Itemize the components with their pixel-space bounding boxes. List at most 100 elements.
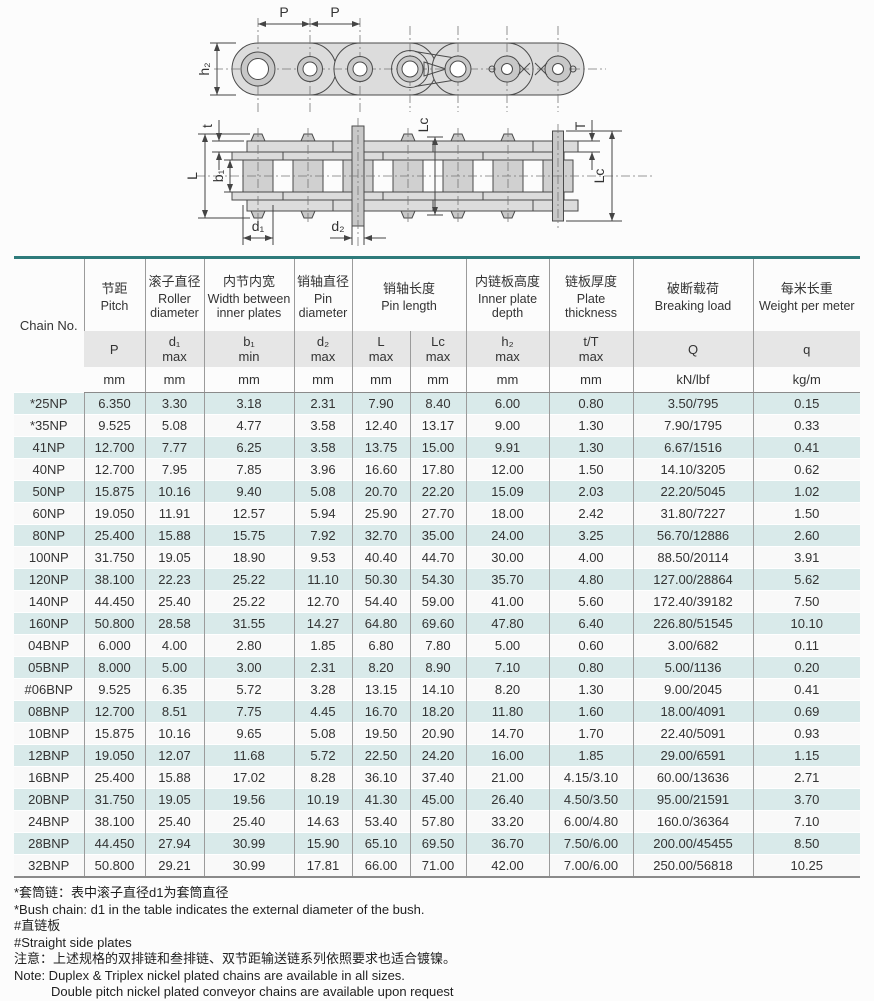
- cell-value: 9.91: [465, 436, 550, 459]
- cell-value: 6.67/1516: [632, 436, 754, 459]
- cell-value: 1.02: [752, 480, 861, 503]
- cell-value: 60.00/13636: [632, 766, 754, 789]
- cell-value: 65.10: [351, 832, 410, 855]
- col-header-roller-diameter: 滚子直径 Roller diameter: [144, 257, 204, 331]
- cell-chain-no: 160NP: [14, 612, 84, 635]
- cell-value: 9.00/2045: [632, 678, 754, 701]
- cell-value: 13.17: [409, 414, 467, 437]
- symbol-pitch: P: [84, 331, 145, 367]
- cell-value: 16.00: [465, 744, 550, 767]
- cell-chain-no: 32BNP: [14, 854, 84, 877]
- cell-value: 15.75: [203, 524, 294, 547]
- cell-value: 4.80: [548, 568, 634, 591]
- cell-chain-no: *25NP: [14, 392, 84, 415]
- cell-value: 14.70: [465, 722, 550, 745]
- cell-value: 25.40: [203, 810, 294, 833]
- cell-value: 3.96: [293, 458, 352, 481]
- cell-value: 7.90: [351, 392, 410, 415]
- chain-side-view: P P h₂: [196, 4, 606, 112]
- cell-value: 66.00: [351, 854, 410, 877]
- cell-value: 20.70: [351, 480, 410, 503]
- unit-pin-length-lc: mm: [409, 367, 467, 393]
- unit-roller-diameter: mm: [144, 367, 204, 393]
- footnote-bush-chain-zh: *套筒链：表中滚子直径d1为套筒直径: [14, 885, 229, 900]
- cell-value: 32.70: [351, 524, 410, 547]
- cell-value: 19.050: [83, 502, 145, 525]
- cell-value: 3.70: [752, 788, 861, 811]
- cell-value: 2.31: [293, 392, 352, 415]
- cell-value: 6.25: [203, 436, 294, 459]
- symbol-plate-thickness: t/T max: [548, 331, 634, 367]
- cell-value: 71.00: [409, 854, 467, 877]
- cell-value: 8.51: [144, 700, 204, 723]
- cell-value: 1.15: [752, 744, 861, 767]
- cell-value: 12.07: [144, 744, 204, 767]
- cell-value: 38.100: [83, 810, 145, 833]
- spring-clip-marks: [488, 62, 577, 76]
- table-row: 100NP 31.750 19.05 18.90 9.53 40.40 44.70 30.00…: [14, 546, 861, 569]
- col-header-inner-plate-depth: 内链板高度 Inner plate depth: [465, 257, 550, 331]
- cell-value: 12.70: [293, 590, 352, 613]
- cell-value: 127.00/28864: [632, 568, 754, 591]
- cell-value: 8.40: [409, 392, 467, 415]
- pitch-dim-label-1: P: [279, 4, 288, 20]
- cell-value: 5.08: [293, 480, 352, 503]
- cell-value: 18.20: [409, 700, 467, 723]
- col-header-pin-length: 销轴长度 Pin length: [351, 257, 467, 331]
- cell-value: 4.50/3.50: [548, 788, 634, 811]
- cell-value: 9.40: [203, 480, 294, 503]
- cell-chain-no: 20BNP: [14, 788, 84, 811]
- cell-value: 200.00/45455: [632, 832, 754, 855]
- cell-value: 24.00: [465, 524, 550, 547]
- cell-value: 11.10: [293, 568, 352, 591]
- cell-value: 3.58: [293, 436, 352, 459]
- table-row: 10BNP 15.875 10.16 9.65 5.08 19.50 20.90 14.70 1…: [14, 722, 861, 745]
- cell-value: 3.91: [752, 546, 861, 569]
- cell-value: 172.40/39182: [632, 590, 754, 613]
- cell-value: 15.90: [293, 832, 352, 855]
- unit-weight: kg/m: [752, 367, 861, 393]
- col-header-breaking-load: 破断载荷 Breaking load: [632, 257, 754, 331]
- cell-value: 10.25: [752, 854, 861, 877]
- cell-value: 1.50: [752, 502, 861, 525]
- cell-value: 8.28: [293, 766, 352, 789]
- cell-value: 12.57: [203, 502, 294, 525]
- roller-dia-dim-label: d₁: [252, 218, 265, 234]
- cell-value: 7.95: [144, 458, 204, 481]
- cell-value: 27.70: [409, 502, 467, 525]
- table-row: 50NP 15.875 10.16 9.40 5.08 20.70 22.20 15.09 2.…: [14, 480, 861, 503]
- table-header: Chain No. 节距 Pitch 滚子直径 Roller diameter 内节…: [14, 257, 861, 393]
- cell-value: 3.30: [144, 392, 204, 415]
- cell-value: 9.53: [293, 546, 352, 569]
- cell-value: 7.00/6.00: [548, 854, 634, 877]
- footnotes: *套筒链：表中滚子直径d1为套筒直径 *Bush chain: d1 in th…: [14, 885, 874, 1001]
- conn-pin-length-dim-label: Lc: [415, 118, 431, 133]
- symbol-roller-diameter: d₁ max: [144, 331, 204, 367]
- col-header-inner-width: 内节内宽 Width between inner plates: [203, 257, 294, 331]
- cell-value: 16.60: [351, 458, 410, 481]
- cell-chain-no: 12BNP: [14, 744, 84, 767]
- cell-value: 56.70/12886: [632, 524, 754, 547]
- table-row: 24BNP 38.100 25.40 25.40 14.63 53.40 57.80 33.2…: [14, 810, 861, 833]
- table-row: 80NP 25.400 15.88 15.75 7.92 32.70 35.00 24.00 3…: [14, 524, 861, 547]
- cell-value: 69.50: [409, 832, 467, 855]
- cell-value: 25.40: [144, 810, 204, 833]
- footnote-bush-chain-en: *Bush chain: d1 in the table indicates t…: [14, 901, 425, 917]
- cell-chain-no: 41NP: [14, 436, 84, 459]
- cell-value: 24.20: [409, 744, 467, 767]
- table-row: 160NP 50.800 28.58 31.55 14.27 64.80 69.60 47.8…: [14, 612, 861, 635]
- cell-value: 6.00: [465, 392, 550, 415]
- cell-value: 4.15/3.10: [548, 766, 634, 789]
- table-row: 16BNP 25.400 15.88 17.02 8.28 36.10 37.40 21.00…: [14, 766, 861, 789]
- col-header-plate-thickness: 链板厚度 Plate thickness: [548, 257, 634, 331]
- cell-value: 22.20/5045: [632, 480, 754, 503]
- cell-chain-no: 28BNP: [14, 832, 84, 855]
- cell-value: 0.69: [752, 700, 861, 723]
- cell-value: 160.0/36364: [632, 810, 754, 833]
- cell-value: 7.75: [203, 700, 294, 723]
- cell-value: 226.80/51545: [632, 612, 754, 635]
- cell-value: 8.000: [83, 656, 145, 679]
- cell-chain-no: 10BNP: [14, 722, 84, 745]
